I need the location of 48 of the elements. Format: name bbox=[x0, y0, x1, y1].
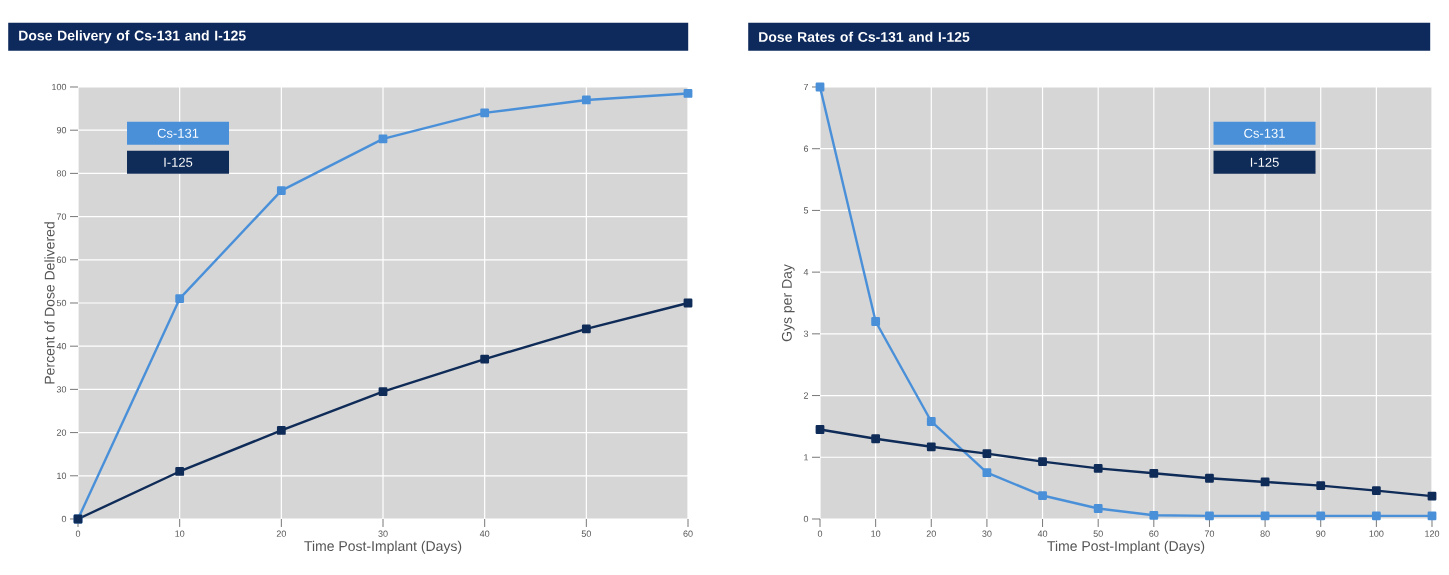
x-tick-label: 80 bbox=[1260, 530, 1270, 537]
x-tick-label: 10 bbox=[871, 530, 881, 537]
x-tick-label: 0 bbox=[75, 530, 81, 537]
y-tick-label: 30 bbox=[56, 386, 67, 393]
y-tick-label: 70 bbox=[56, 213, 67, 220]
y-axis-title: Percent of Dose Delivered bbox=[44, 222, 55, 384]
x-tick-label: 20 bbox=[276, 530, 286, 537]
x-tick-label: 60 bbox=[683, 530, 693, 537]
text: I-125 bbox=[1250, 157, 1279, 167]
y-tick-label: 0 bbox=[61, 515, 67, 523]
y-tick-label: 7 bbox=[803, 83, 809, 91]
y-tick-label: 4 bbox=[803, 269, 809, 276]
y-tick-label: 80 bbox=[56, 170, 67, 177]
y-tick-label: 5 bbox=[803, 207, 809, 214]
y-tick-label: 0 bbox=[803, 515, 809, 523]
chart-title: Dose Delivery of Cs-131 and I-125 bbox=[19, 30, 246, 44]
x-tick-label: 100 bbox=[1369, 530, 1384, 537]
y-tick-label: 60 bbox=[56, 256, 67, 263]
text: I-125 bbox=[164, 157, 193, 167]
x-tick-label: 90 bbox=[1316, 530, 1326, 537]
x-tick-label: 40 bbox=[1037, 530, 1048, 537]
y-tick-label: 6 bbox=[803, 145, 809, 152]
y-tick-label: 2 bbox=[803, 392, 809, 399]
x-tick-label: 0 bbox=[817, 530, 823, 537]
text: Cs-131 bbox=[157, 128, 199, 138]
y-tick-label: 20 bbox=[56, 429, 67, 436]
y-tick-label: 50 bbox=[56, 299, 67, 307]
y-axis-title: Gys per Day bbox=[781, 264, 795, 342]
y-tick-label: 90 bbox=[56, 127, 67, 134]
text: Cs-131 bbox=[1244, 128, 1285, 138]
x-tick-label: 50 bbox=[581, 530, 591, 537]
x-tick-label: 60 bbox=[1149, 530, 1159, 537]
y-tick-label: 10 bbox=[57, 472, 67, 479]
x-tick-label: 120 bbox=[1425, 530, 1440, 537]
x-axis-title: Time Post-Implant (Days) bbox=[1047, 540, 1205, 554]
y-tick-label: 3 bbox=[803, 330, 809, 338]
x-tick-label: 10 bbox=[175, 530, 185, 537]
y-tick-label: 40 bbox=[56, 343, 67, 350]
x-tick-label: 70 bbox=[1204, 530, 1215, 537]
x-tick-label: 20 bbox=[926, 530, 936, 537]
x-tick-label: 30 bbox=[378, 530, 388, 537]
x-axis-title: Time Post-Implant (Days) bbox=[304, 540, 462, 554]
x-tick-label: 50 bbox=[1093, 530, 1103, 537]
y-tick-label: 1 bbox=[804, 454, 809, 461]
x-tick-label: 40 bbox=[479, 530, 490, 537]
x-tick-label: 30 bbox=[982, 530, 992, 537]
y-tick-label: 100 bbox=[52, 83, 67, 91]
chart-title: Dose Rates of Cs-131 and I-125 bbox=[759, 31, 970, 42]
